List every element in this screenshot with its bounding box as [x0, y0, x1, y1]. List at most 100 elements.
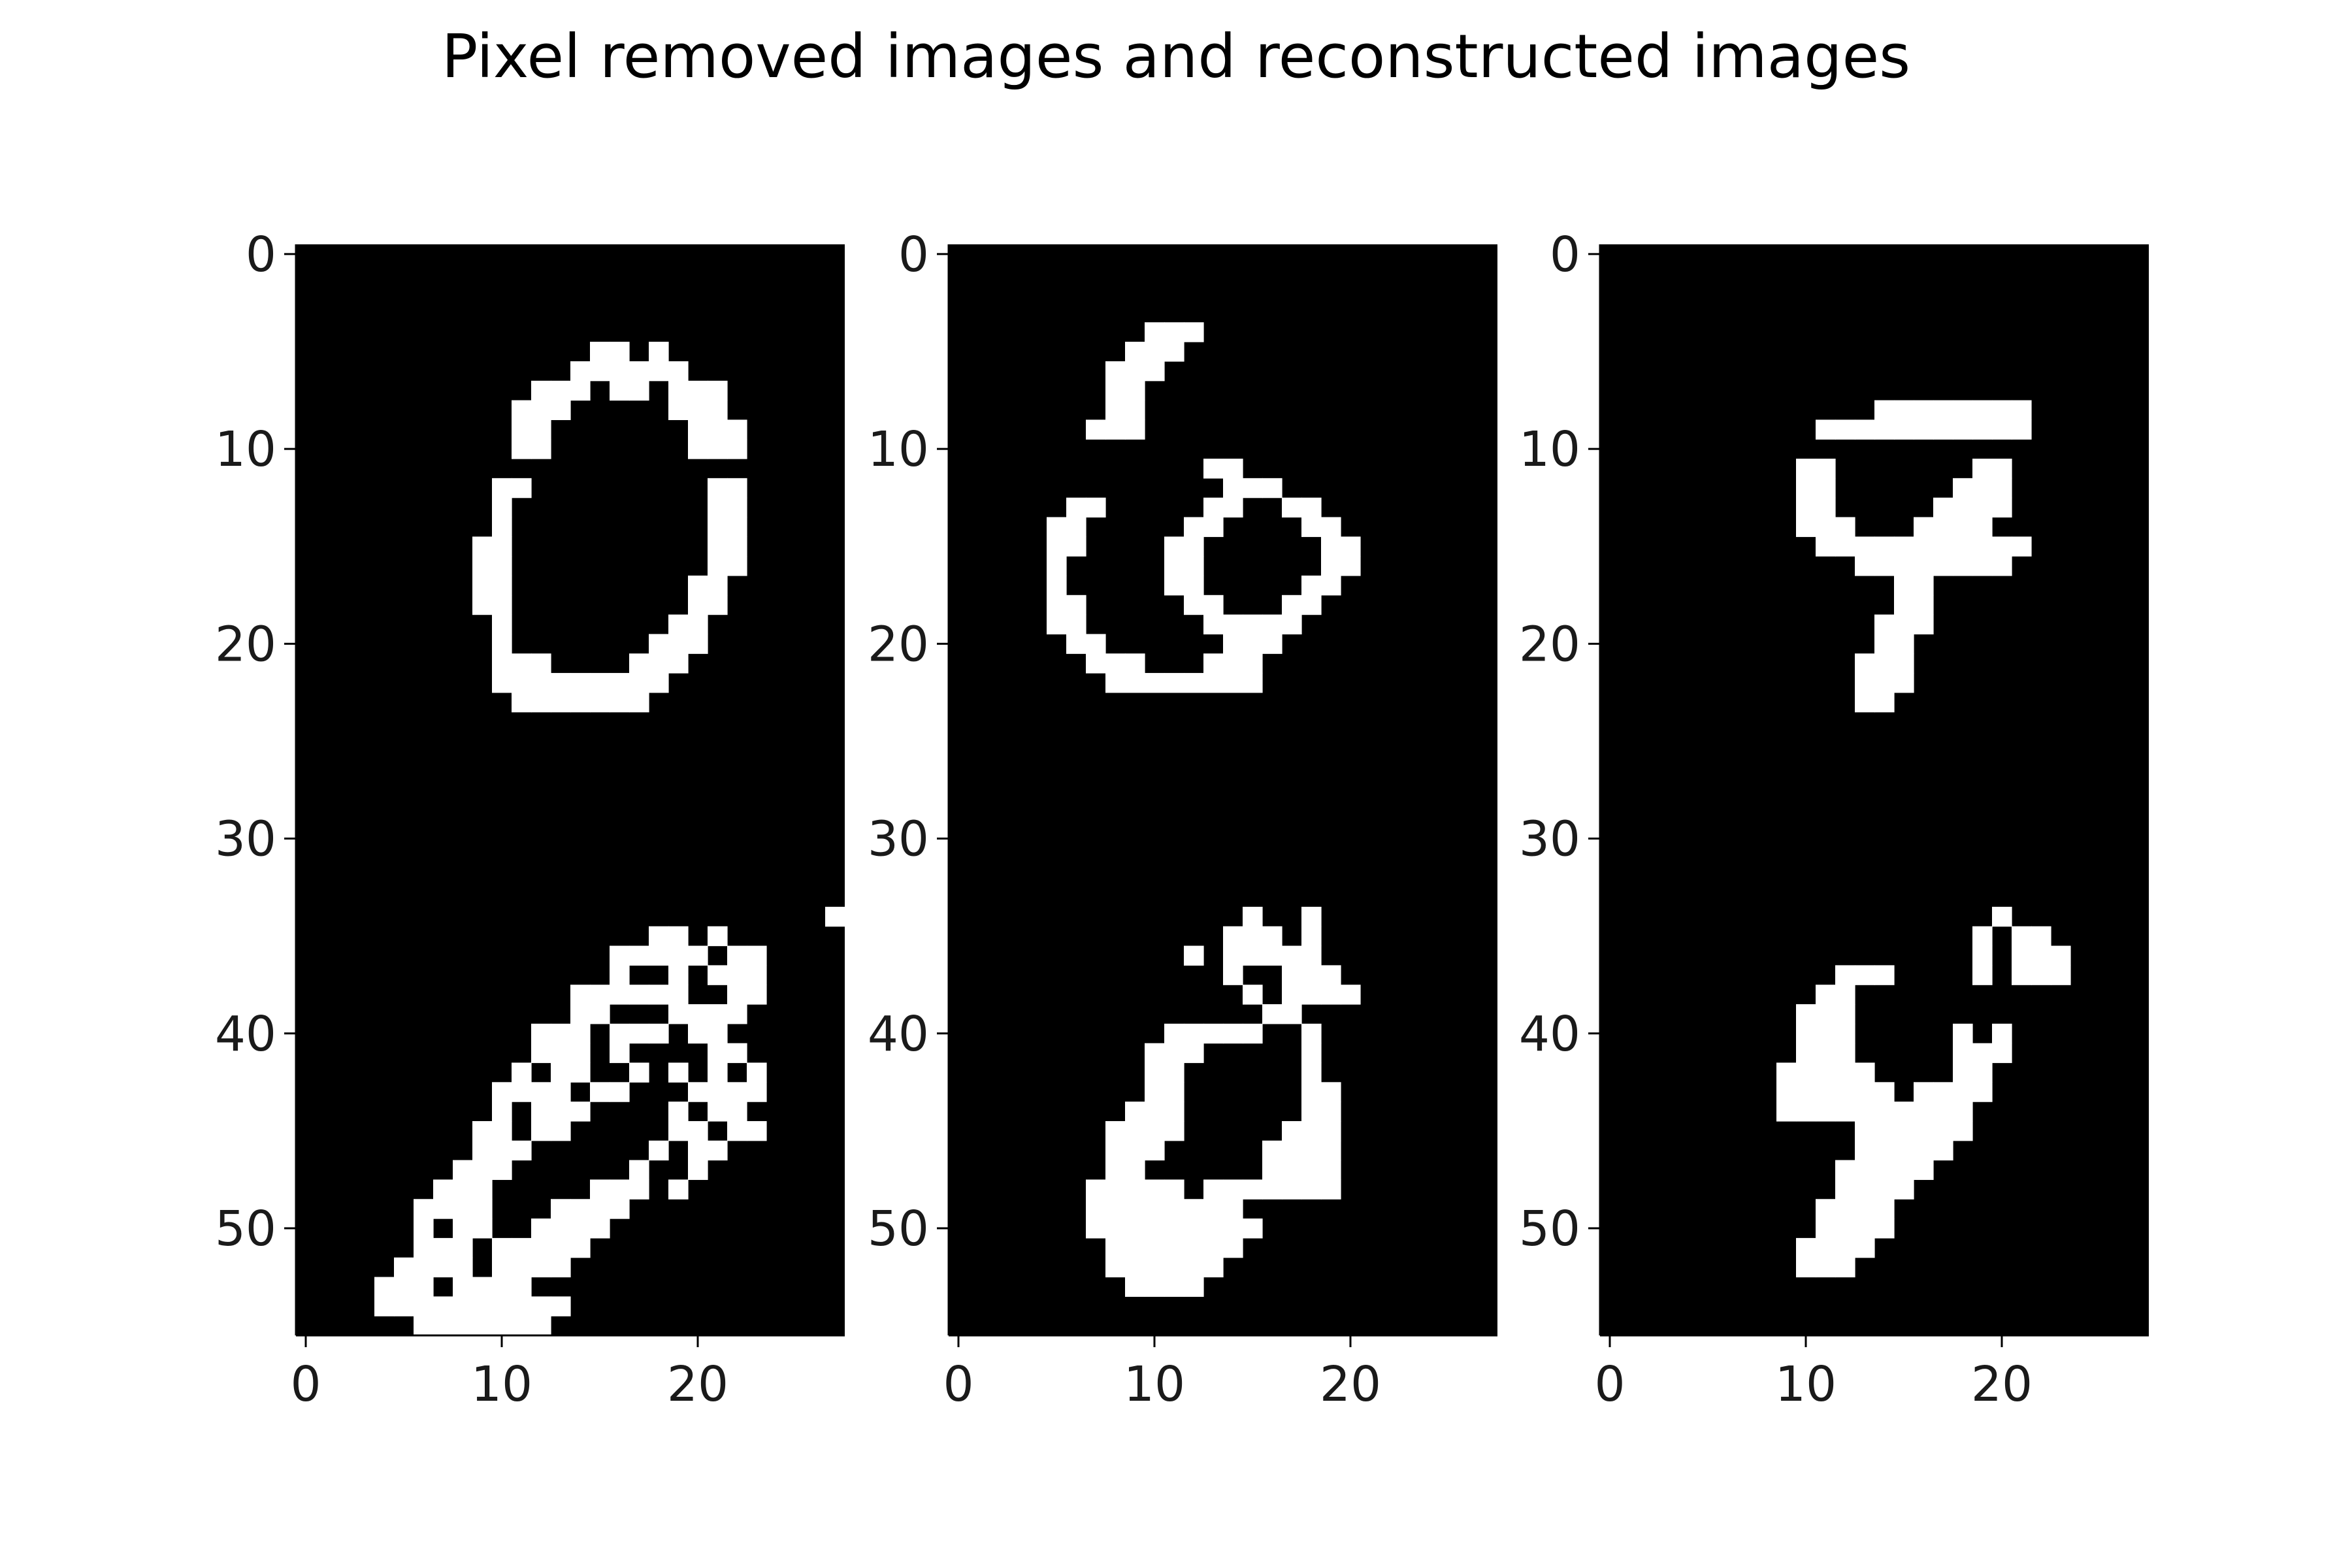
- panel-2-removed-pixel: [1894, 556, 1914, 576]
- panel-0-reconstructed-pixel: [668, 1120, 689, 1141]
- panel-2-reconstructed-pixel: [1835, 1199, 1855, 1219]
- panel-0-removed-pixel: [688, 400, 708, 420]
- panel-2-removed-pixel: [1894, 419, 1914, 440]
- panel-1-reconstructed-pixel: [1243, 926, 1263, 947]
- panel-0-reconstructed-pixel: [570, 1023, 591, 1044]
- panel-1-removed-pixel: [1223, 459, 1243, 479]
- panel-0-removed-pixel: [570, 361, 591, 382]
- panel-0-reconstructed-pixel: [570, 1043, 591, 1064]
- panel-1-reconstructed-pixel: [1262, 945, 1282, 966]
- panel-1-removed-pixel: [1184, 556, 1204, 576]
- panel-2-reconstructed-pixel: [1796, 1257, 1816, 1278]
- panel-0-removed-pixel: [512, 400, 532, 420]
- panel-0-reconstructed-pixel: [708, 1140, 728, 1161]
- panel-1-removed-pixel: [1164, 673, 1184, 693]
- panel-0-reconstructed-pixel: [629, 1179, 649, 1200]
- panel-0-reconstructed-pixel: [668, 985, 689, 1005]
- panel-2-reconstructed-pixel: [1894, 1160, 1914, 1181]
- panel-1-reconstructed-pixel: [1125, 1120, 1145, 1141]
- panel-2-reconstructed-pixel: [1796, 1043, 1816, 1064]
- panel-1-reconstructed-pixel: [1105, 1140, 1126, 1161]
- panel-0-removed-pixel: [649, 634, 669, 654]
- panel-0-reconstructed-pixel: [414, 1199, 434, 1219]
- panel-1-reconstructed-pixel: [1282, 945, 1302, 966]
- panel-0-removed-pixel: [688, 439, 708, 459]
- panel-2-reconstructed-pixel: [1874, 1082, 1895, 1102]
- panel-1-reconstructed-pixel: [1164, 1120, 1184, 1141]
- panel-0-removed-pixel: [668, 380, 689, 401]
- panel-0-reconstructed-pixel: [374, 1296, 395, 1316]
- panel-2-reconstructed-pixel: [1953, 1082, 1973, 1102]
- panel-1-removed-pixel: [1047, 556, 1067, 576]
- panel-1-removed-pixel: [1125, 400, 1145, 420]
- panel-2-removed-pixel: [1894, 575, 1914, 596]
- panel-1-removed-pixel: [1184, 322, 1204, 342]
- panel-0-reconstructed-pixel: [531, 1023, 551, 1044]
- panel-2-reconstructed-pixel: [1855, 1102, 1875, 1122]
- panel-1-removed-pixel: [1321, 575, 1341, 596]
- panel-1-removed-pixel: [1145, 673, 1165, 693]
- panel-2-removed-pixel: [1914, 536, 1934, 557]
- panel-1-removed-pixel: [1105, 419, 1126, 440]
- panel-2-removed-pixel: [1855, 536, 1875, 557]
- panel-1-removed-pixel: [1125, 673, 1145, 693]
- panel-2-removed-pixel: [2012, 536, 2032, 557]
- panel-1-reconstructed-pixel: [1145, 1237, 1165, 1258]
- panel-0-removed-pixel: [570, 380, 591, 401]
- panel-0-removed-pixel: [512, 439, 532, 459]
- panel-0-background: [296, 244, 845, 1335]
- panel-0-removed-pixel: [629, 673, 649, 693]
- panel-0-reconstructed-pixel: [688, 1004, 708, 1024]
- panel-1-removed-pixel: [1184, 673, 1204, 693]
- panel-0-reconstructed-pixel: [433, 1237, 453, 1258]
- panel-2-reconstructed-pixel: [1894, 1120, 1914, 1141]
- panel-2-removed-pixel: [1972, 497, 1993, 518]
- panel-1-reconstructed-pixel: [1301, 1043, 1322, 1064]
- panel-2-reconstructed-pixel: [1894, 1140, 1914, 1161]
- panel-0-reconstructed-pixel: [747, 1120, 767, 1141]
- panel-0-xtick-label: 20: [667, 1356, 728, 1413]
- panel-0-removed-pixel: [727, 439, 747, 459]
- panel-0-reconstructed-pixel: [394, 1257, 414, 1278]
- panel-0-reconstructed-pixel: [668, 1179, 689, 1200]
- panel-1-reconstructed-pixel: [1164, 1043, 1184, 1064]
- panel-0-reconstructed-pixel: [668, 1102, 689, 1122]
- panel-0-removed-pixel: [512, 673, 532, 693]
- panel-1-reconstructed-pixel: [1105, 1120, 1126, 1141]
- panel-2-reconstructed-pixel: [1816, 1082, 1836, 1102]
- panel-1-reconstructed-pixel: [1243, 1179, 1263, 1200]
- panel-0-reconstructed-pixel: [492, 1257, 512, 1278]
- panel-0-reconstructed-pixel: [747, 1062, 767, 1083]
- panel-0-reconstructed-pixel: [570, 1218, 591, 1239]
- panel-1-reconstructed-pixel: [1282, 1179, 1302, 1200]
- panel-0-removed-pixel: [531, 653, 551, 674]
- panel-0-removed-pixel: [610, 361, 630, 382]
- panel-2-reconstructed-pixel: [1796, 1023, 1816, 1044]
- panel-1-reconstructed-pixel: [1282, 985, 1302, 1005]
- panel-0-removed-pixel: [512, 653, 532, 674]
- panel-1-ytick-label: 50: [868, 1201, 929, 1257]
- panel-0-reconstructed-pixel: [688, 1120, 708, 1141]
- panel-1-reconstructed-pixel: [1223, 1023, 1243, 1044]
- panel-0-removed-pixel: [531, 439, 551, 459]
- panel-0-removed-pixel: [688, 419, 708, 440]
- panel-0-reconstructed-pixel: [708, 1062, 728, 1083]
- panel-1-reconstructed-pixel: [1321, 1102, 1341, 1122]
- panel-0: 0 10 20 30 40 50 0 10 20: [215, 227, 845, 1413]
- panel-2-reconstructed-pixel: [1953, 1043, 1973, 1064]
- panel-0-reconstructed-pixel: [610, 1179, 630, 1200]
- panel-2-removed-pixel: [1874, 556, 1895, 576]
- panel-1-reconstructed-pixel: [1301, 1062, 1322, 1083]
- panel-2-reconstructed-pixel: [1874, 1120, 1895, 1141]
- panel-0-reconstructed-pixel: [531, 1237, 551, 1258]
- panel-0-ytick-label: 40: [215, 1006, 276, 1062]
- panel-2-reconstructed-pixel: [1972, 965, 1993, 985]
- panel-0-removed-pixel: [610, 380, 630, 401]
- panel-0-reconstructed-pixel: [590, 985, 610, 1005]
- panel-0-reconstructed-pixel: [512, 1237, 532, 1258]
- panel-1-removed-pixel: [1066, 497, 1086, 518]
- panel-1-removed-pixel: [1047, 536, 1067, 557]
- panel-1-reconstructed-pixel: [1321, 1140, 1341, 1161]
- panel-2-removed-pixel: [1972, 459, 1993, 479]
- panel-2-reconstructed-pixel: [1835, 1160, 1855, 1181]
